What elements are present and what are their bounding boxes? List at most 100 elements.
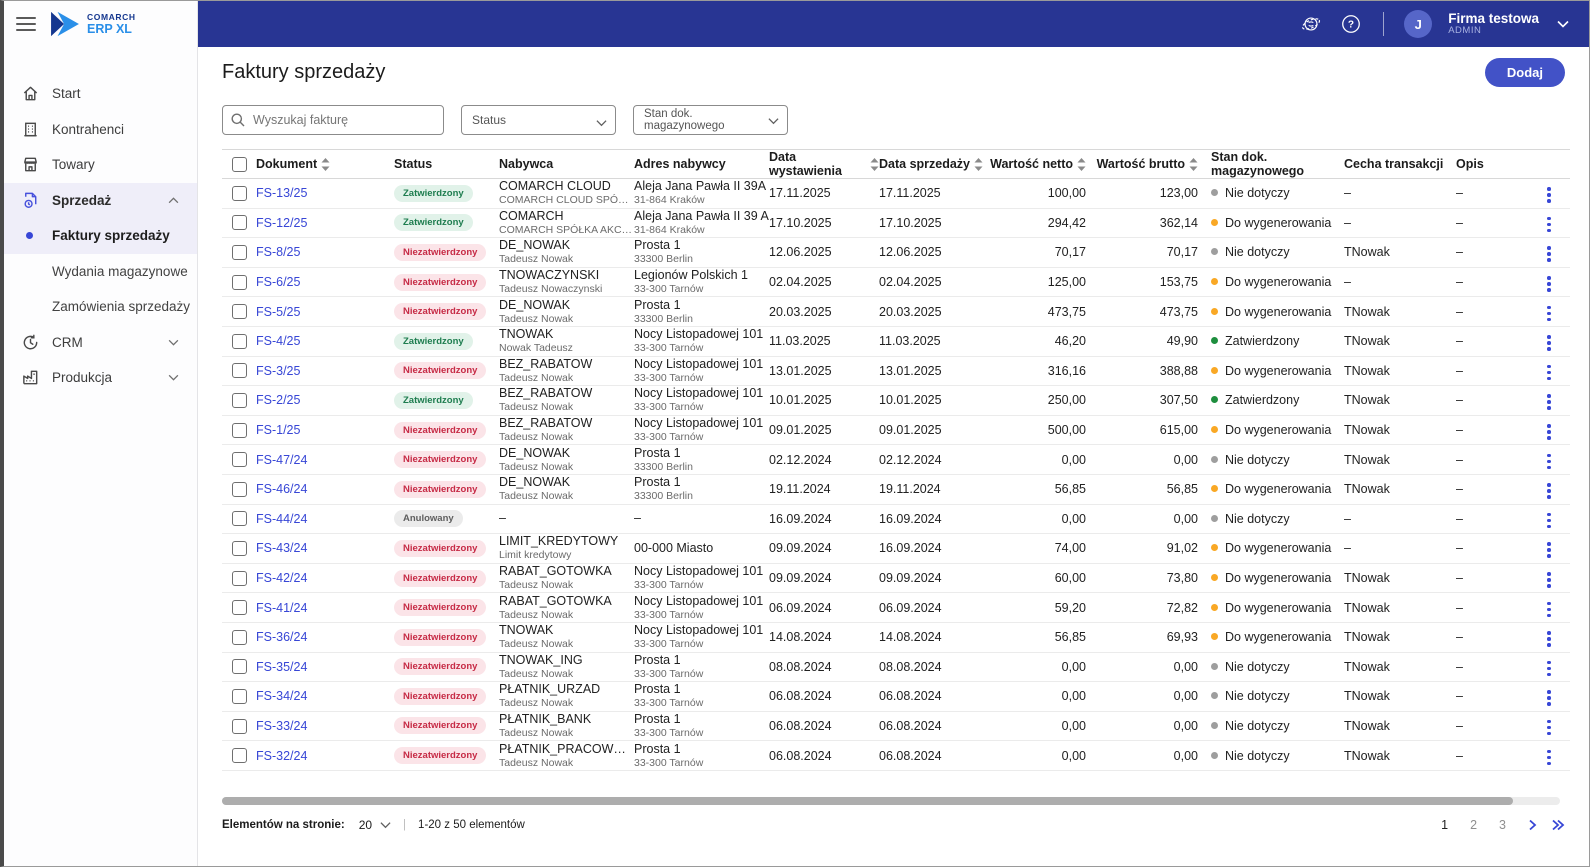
row-menu-icon[interactable] — [1541, 213, 1557, 237]
document-link[interactable]: FS-8/25 — [256, 245, 301, 260]
row-menu-icon[interactable] — [1541, 509, 1557, 533]
table-row[interactable]: FS-6/25 Niezatwierdzony TNOWACZYNSKI Tade… — [222, 267, 1570, 298]
chevron-down-icon[interactable] — [1555, 12, 1571, 36]
table-row[interactable]: FS-4/25 Zatwierdzony TNOWAK Nowak Tadeusz… — [222, 326, 1570, 357]
row-checkbox[interactable] — [232, 570, 247, 586]
document-link[interactable]: FS-33/24 — [256, 718, 308, 733]
page-number-2[interactable]: 2 — [1470, 817, 1478, 832]
table-row[interactable]: FS-5/25 Niezatwierdzony DE_NOWAK Tadeusz … — [222, 296, 1570, 327]
document-link[interactable]: FS-44/24 — [256, 511, 308, 526]
row-checkbox[interactable] — [232, 452, 247, 468]
row-menu-icon[interactable] — [1541, 568, 1557, 592]
document-link[interactable]: FS-6/25 — [256, 275, 301, 290]
sidebar-item-produkcja[interactable]: Produkcja — [4, 360, 197, 396]
document-link[interactable]: FS-47/24 — [256, 452, 308, 467]
row-menu-icon[interactable] — [1541, 361, 1557, 385]
row-checkbox[interactable] — [232, 422, 247, 438]
next-page-button[interactable] — [1528, 819, 1537, 831]
row-menu-icon[interactable] — [1541, 420, 1557, 444]
document-link[interactable]: FS-3/25 — [256, 363, 301, 378]
row-checkbox[interactable] — [232, 304, 247, 320]
document-link[interactable]: FS-2/25 — [256, 393, 301, 408]
row-checkbox[interactable] — [232, 363, 247, 379]
row-menu-icon[interactable] — [1541, 331, 1557, 355]
row-checkbox[interactable] — [232, 718, 247, 734]
row-checkbox[interactable] — [232, 333, 247, 349]
row-checkbox[interactable] — [232, 393, 247, 409]
row-checkbox[interactable] — [232, 600, 247, 616]
row-checkbox[interactable] — [232, 511, 247, 527]
document-link[interactable]: FS-1/25 — [256, 423, 301, 438]
table-row[interactable]: FS-46/24 Niezatwierdzony DE_NOWAK Tadeusz… — [222, 474, 1570, 505]
row-checkbox[interactable] — [232, 274, 247, 290]
document-link[interactable]: FS-41/24 — [256, 600, 308, 615]
document-link[interactable]: FS-36/24 — [256, 630, 308, 645]
row-checkbox[interactable] — [232, 215, 247, 231]
help-icon[interactable]: ? — [1339, 12, 1363, 36]
table-row[interactable]: FS-41/24 Niezatwierdzony RABAT_GOTOWKA Ta… — [222, 592, 1570, 623]
row-menu-icon[interactable] — [1541, 716, 1557, 740]
sidebar-item-crm[interactable]: CRM — [4, 325, 197, 361]
row-menu-icon[interactable] — [1541, 627, 1557, 651]
document-link[interactable]: FS-12/25 — [256, 215, 308, 230]
row-menu-icon[interactable] — [1541, 479, 1557, 503]
row-checkbox[interactable] — [232, 245, 247, 261]
document-link[interactable]: FS-43/24 — [256, 541, 308, 556]
page-size-select[interactable]: 20 — [359, 818, 391, 832]
chat-assistant-icon[interactable] — [1299, 12, 1323, 36]
status-filter-select[interactable]: Status — [461, 105, 616, 135]
user-avatar[interactable]: J — [1404, 10, 1433, 38]
sidebar-item-faktury-sprzedazy[interactable]: Faktury sprzedaży — [4, 218, 197, 254]
table-row[interactable]: FS-36/24 Niezatwierdzony TNOWAK Tadeusz N… — [222, 622, 1570, 653]
sort-icon[interactable] — [1077, 157, 1086, 171]
row-menu-icon[interactable] — [1541, 746, 1557, 770]
sort-icon[interactable] — [1189, 157, 1198, 171]
row-checkbox[interactable] — [232, 629, 247, 645]
table-row[interactable]: FS-35/24 Niezatwierdzony TNOWAK_ING Tadeu… — [222, 652, 1570, 683]
sidebar-item-kontrahenci[interactable]: Kontrahenci — [4, 112, 197, 148]
table-row[interactable]: FS-32/24 Niezatwierdzony PŁATNIK_PRACOWN… — [222, 740, 1570, 771]
sidebar-item-zamowienia-sprzedazy[interactable]: Zamówienia sprzedaży — [4, 289, 197, 325]
table-row[interactable]: FS-1/25 Niezatwierdzony BEZ_RABATOW Tadeu… — [222, 415, 1570, 446]
search-input[interactable] — [222, 105, 444, 135]
sort-icon[interactable] — [974, 157, 983, 171]
document-link[interactable]: FS-34/24 — [256, 689, 308, 704]
sort-icon[interactable] — [870, 157, 879, 171]
document-link[interactable]: FS-35/24 — [256, 659, 308, 674]
table-row[interactable]: FS-3/25 Niezatwierdzony BEZ_RABATOW Tadeu… — [222, 356, 1570, 387]
table-row[interactable]: FS-44/24 Anulowany – – 16.09.2024 16.09.… — [222, 504, 1570, 535]
last-page-button[interactable] — [1551, 819, 1565, 831]
scrollbar-thumb[interactable] — [222, 796, 1514, 805]
menu-toggle-icon[interactable] — [16, 17, 36, 31]
document-link[interactable]: FS-4/25 — [256, 334, 301, 349]
add-button[interactable]: Dodaj — [1484, 57, 1565, 87]
row-menu-icon[interactable] — [1541, 538, 1557, 562]
document-link[interactable]: FS-5/25 — [256, 304, 301, 319]
row-checkbox[interactable] — [232, 185, 247, 201]
row-checkbox[interactable] — [232, 541, 247, 557]
row-menu-icon[interactable] — [1541, 686, 1557, 710]
row-menu-icon[interactable] — [1541, 450, 1557, 474]
select-all-checkbox[interactable] — [232, 156, 247, 172]
row-menu-icon[interactable] — [1541, 242, 1557, 266]
row-checkbox[interactable] — [232, 481, 247, 497]
row-menu-icon[interactable] — [1541, 598, 1557, 622]
row-checkbox[interactable] — [232, 748, 247, 764]
row-menu-icon[interactable] — [1541, 657, 1557, 681]
sidebar-item-sprzedaz[interactable]: Sprzedaż — [4, 182, 197, 218]
table-row[interactable]: FS-13/25 Zatwierdzony COMARCH CLOUD COMAR… — [222, 178, 1570, 209]
document-link[interactable]: FS-46/24 — [256, 482, 308, 497]
stock-state-filter-select[interactable]: Stan dok. magazynowego — [633, 105, 788, 135]
table-row[interactable]: FS-47/24 Niezatwierdzony DE_NOWAK Tadeusz… — [222, 444, 1570, 475]
table-row[interactable]: FS-8/25 Niezatwierdzony DE_NOWAK Tadeusz … — [222, 237, 1570, 268]
sidebar-item-start[interactable]: Start — [4, 76, 197, 112]
row-menu-icon[interactable] — [1541, 272, 1557, 296]
table-row[interactable]: FS-12/25 Zatwierdzony COMARCH COMARCH SPÓ… — [222, 208, 1570, 239]
table-row[interactable]: FS-43/24 Niezatwierdzony LIMIT_KREDYTOWY… — [222, 533, 1570, 564]
row-menu-icon[interactable] — [1541, 390, 1557, 414]
company-switcher[interactable]: Firma testowa ADMIN — [1448, 11, 1539, 37]
document-link[interactable]: FS-42/24 — [256, 571, 308, 586]
table-row[interactable]: FS-33/24 Niezatwierdzony PŁATNIK_BANK Tad… — [222, 711, 1570, 742]
row-checkbox[interactable] — [232, 688, 247, 704]
document-link[interactable]: FS-32/24 — [256, 748, 308, 763]
